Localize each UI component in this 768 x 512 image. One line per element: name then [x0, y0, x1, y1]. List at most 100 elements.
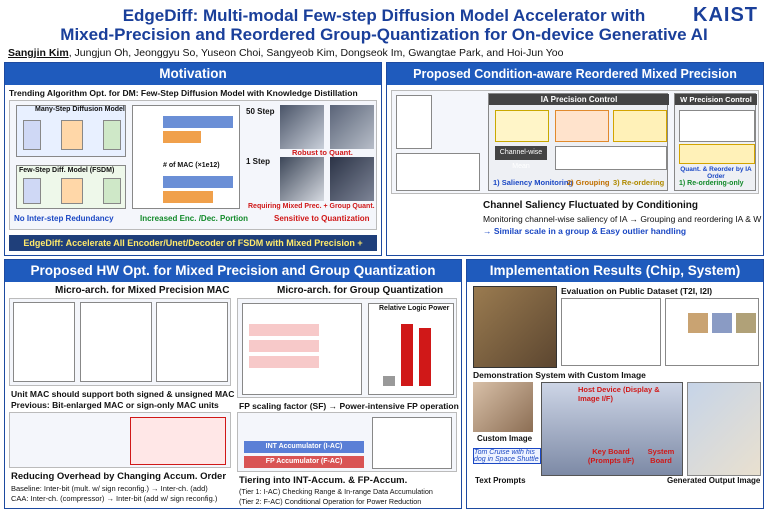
mac-bar-1step-unet [163, 176, 233, 188]
fp-factor-text: FP scaling factor (SF) → Power-intensive… [239, 401, 459, 411]
hw-right-title: Micro-arch. for Group Quantization [277, 285, 444, 296]
caa-text: CAA: Inter-ch. (compressor) → Inter-bit … [11, 494, 218, 503]
hw-heading-text: Proposed HW Opt. for Mixed Precision and… [30, 263, 436, 278]
motivation-panel: Motivation Trending Algorithm Opt. for D… [4, 62, 382, 256]
fsdm-encoder [23, 178, 41, 204]
system-board-label: System Board [647, 447, 675, 465]
quant-reorder-label: Quant. & Reorder by IA Order [680, 166, 752, 180]
mac-bar-enc [163, 131, 201, 143]
dog-image-1 [688, 313, 708, 333]
caa-array [130, 417, 226, 465]
astronaut-image-1a [280, 157, 324, 201]
fsdm-decoder [103, 178, 121, 204]
generated-label: Generated Output Image [667, 476, 761, 485]
ia-control-box: IA Precision Control Channel-wise Mean 1… [488, 93, 669, 191]
motivation-figure: Many-Step Diffusion Model Few-Step Diff.… [9, 100, 377, 230]
point-2: Increased Enc. /Dec. Portion [140, 214, 249, 223]
previous-text: Previous: Bit-enlarged MAC or sign-only … [11, 400, 219, 410]
dog-image-2 [712, 313, 732, 333]
dynamic-saliency [495, 110, 549, 142]
astronaut-image-1b [330, 157, 374, 201]
custom-image [473, 382, 533, 432]
power-chart-title: Relative Logic Power [379, 305, 450, 312]
baseline-text: Baseline: Inter-bit (mult. w/ sign recon… [11, 484, 208, 493]
hw-panel: Proposed HW Opt. for Mixed Precision and… [4, 259, 462, 509]
requiring-label: Requiring Mixed Prec. + Group Quant. [248, 203, 375, 210]
fp-scaling-block [249, 324, 319, 336]
saliency-result: → Similar scale in a group & Easy outlie… [483, 226, 687, 236]
mac-bar-1step-dec [163, 191, 213, 203]
mixed-precision-op [13, 302, 75, 382]
impl-heading: Implementation Results (Chip, System) [467, 260, 763, 282]
hw-left-title: Micro-arch. for Mixed Precision MAC [55, 285, 230, 296]
prompt-text: Tom Cruise with his dog in Space Shuttle [473, 448, 541, 464]
outlier-handling-figure [396, 153, 480, 191]
point-3: Sensitive to Quantization [274, 214, 370, 223]
unit-mac-text: Unit MAC should support both signed & un… [11, 389, 235, 399]
weight-reorder [679, 144, 755, 164]
w-control-title: W Precision Control [675, 94, 757, 105]
saliency-title: Channel Saliency Fluctuated by Condition… [483, 200, 699, 211]
mac-bar-50step [163, 116, 233, 128]
ia-step1: 1) Saliency Monitoring [493, 178, 574, 187]
generated-images-grid [687, 382, 761, 476]
condition-panel: Proposed Condition-aware Reordered Mixed… [386, 62, 764, 256]
sign-only-mac [156, 302, 228, 382]
tensor-pe [242, 303, 362, 395]
first-author: Sangjin Kim [8, 47, 69, 59]
many-step-label: Many-Step Diffusion Model [35, 106, 125, 113]
ia-processing-units [555, 146, 667, 170]
mac-chart: # of MAC (×1e12) [132, 105, 240, 209]
tier2-text: (Tier 2: F-AC) Conditional Operation for… [239, 497, 422, 506]
i2i-results [665, 298, 759, 366]
other-authors: , Jungjun Oh, Jeonggyu So, Yuseon Choi, … [68, 47, 564, 59]
group-quant-figure: Relative Logic Power [237, 298, 457, 398]
host-label: Host Device (Display & Image I/F) [578, 385, 660, 403]
ia-step3: 3) Re-ordering [613, 178, 665, 187]
condition-heading: Proposed Condition-aware Reordered Mixed… [387, 63, 763, 85]
eval-title: Evaluation on Public Dataset (T2I, I2I) [561, 286, 713, 296]
power-bar-fp2 [419, 328, 431, 386]
grouping-box [555, 110, 609, 142]
demo-system-photo: Host Device (Display & Image I/F) Key Bo… [541, 382, 683, 476]
motivation-conclusion: EdgeDiff: Accelerate All Encoder/Unet/De… [9, 235, 377, 255]
w-control-box: W Precision Control Quant. & Reorder by … [674, 93, 757, 191]
unet-block [61, 120, 83, 150]
encoder-block [23, 120, 41, 150]
caa-figure [9, 412, 231, 468]
decoder-block [103, 120, 121, 150]
t2i-table [561, 298, 661, 366]
fp-accum-block [249, 340, 319, 352]
kaist-logo: KAIST [693, 4, 758, 26]
tiered-accum-figure: INT Accumulator (I-AC) FP Accumulator (F… [237, 412, 457, 472]
motivation-heading: Motivation [5, 63, 381, 85]
reordering-box [613, 110, 667, 142]
text-prompts-label: Text Prompts [475, 476, 526, 485]
author-list: Sangjin Kim, Jungjun Oh, Jeonggyu So, Yu… [8, 47, 563, 59]
condition-figure: IA Precision Control Channel-wise Mean 1… [391, 90, 759, 194]
accum-flowchart [372, 417, 452, 469]
tier1-text: (Tier 1: I-AC) Checking Range & In-range… [239, 487, 433, 496]
impl-panel: Implementation Results (Chip, System) Ev… [466, 259, 764, 509]
astronaut-image-50a [280, 105, 324, 149]
power-chart: Relative Logic Power [368, 303, 454, 395]
paper-title-line2: Mixed-Precision and Reordered Group-Quan… [60, 25, 708, 44]
reducing-text: Reducing Overhead by Changing Accum. Ord… [11, 471, 227, 482]
mac-label: # of MAC (×1e12) [163, 162, 220, 169]
point-1: No Inter-step Redundancy [14, 214, 114, 223]
label-50step: 50 Step [246, 107, 275, 116]
mac-figure [9, 298, 231, 386]
power-bar-fp [401, 324, 413, 386]
dog-image-3 [736, 313, 756, 333]
demo-title: Demonstration System with Custom Image [473, 370, 646, 380]
custom-image-label: Custom Image [477, 434, 533, 443]
chip-photo [473, 286, 557, 368]
power-bar-int [383, 376, 395, 386]
ia-control-title: IA Precision Control [489, 94, 669, 105]
robust-label: Robust to Quant. [292, 148, 353, 157]
astronaut-image-50b [330, 105, 374, 149]
condition-inputs [396, 95, 432, 149]
few-step-diagram: Few-Step Diff. Model (FSDM) [16, 165, 126, 209]
bit-enlarged-mac [80, 302, 152, 382]
hw-heading: Proposed HW Opt. for Mixed Precision and… [5, 260, 461, 282]
